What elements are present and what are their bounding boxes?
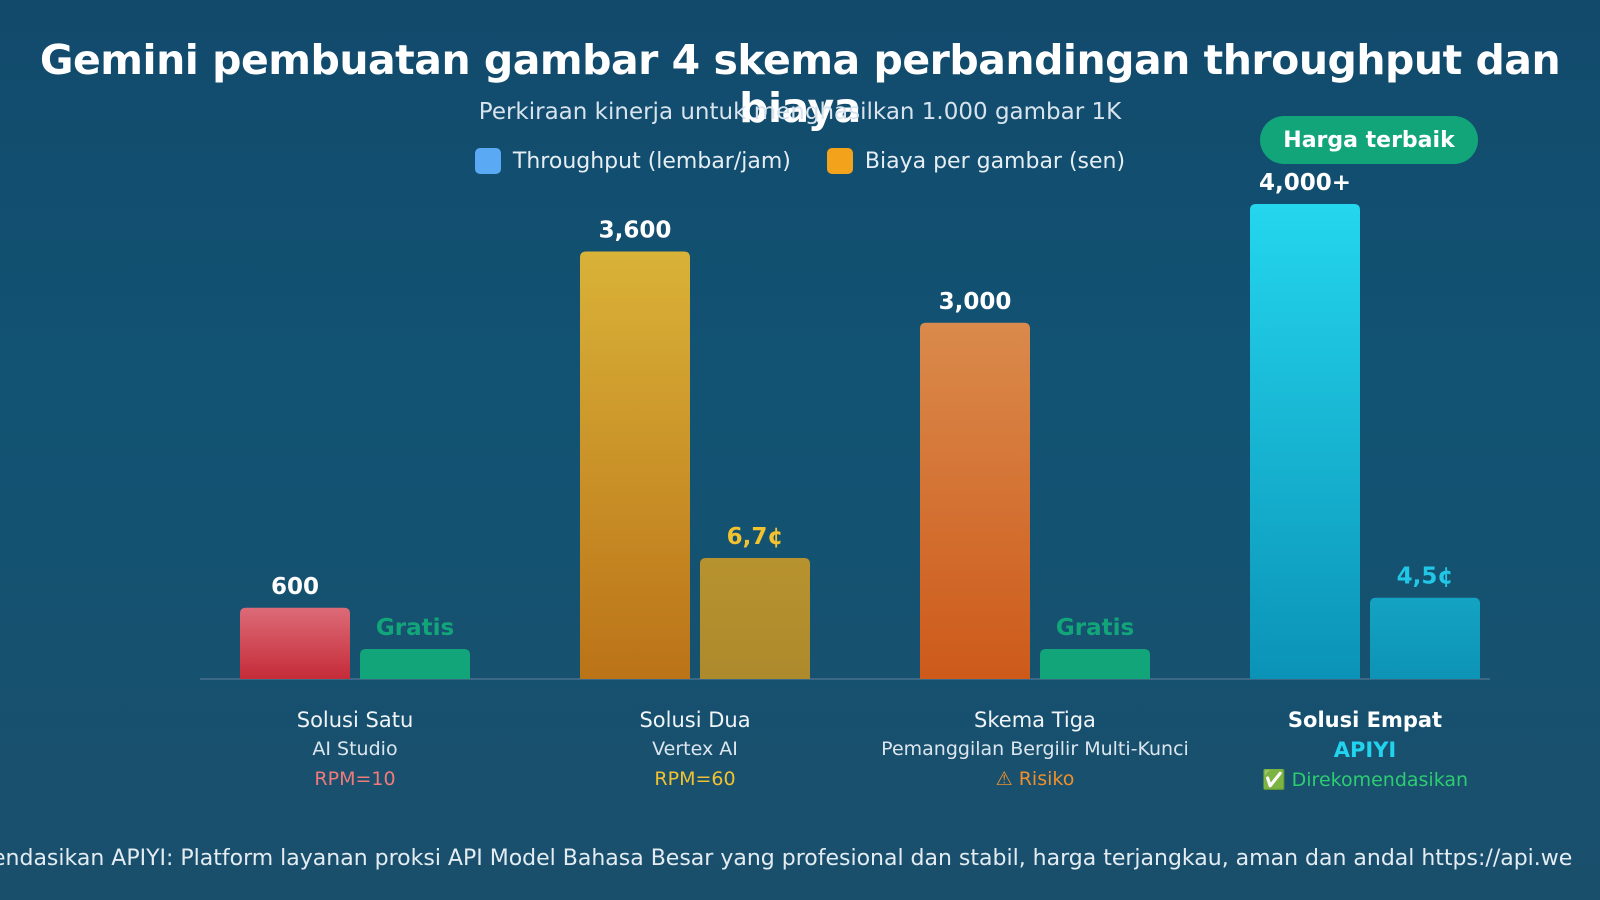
cost-value-label: Gratis: [376, 615, 454, 641]
category-platform: Vertex AI: [652, 738, 738, 760]
throughput-value-label: 3,000: [939, 289, 1012, 315]
category-platform: Pemanggilan Bergilir Multi-Kunci: [881, 738, 1189, 760]
category-label-group: Skema Tiga Pemanggilan Bergilir Multi-Kun…: [865, 708, 1205, 798]
category-note: ✅ Direkomendasikan: [1261, 769, 1469, 791]
cost-value-label: 6,7¢: [727, 524, 784, 550]
category-note: RPM=10: [314, 768, 396, 790]
chart-subtitle: Perkiraan kinerja untuk menghasilkan 1.0…: [478, 99, 1122, 125]
legend-item-cost: Biaya per gambar (sen): [826, 148, 1126, 174]
footer-banner: endasikan APIYI: Platform layanan proksi…: [0, 846, 1600, 871]
footer-text: endasikan APIYI: Platform layanan proksi…: [0, 846, 1573, 871]
legend-swatch-throughput: [474, 148, 501, 174]
legend: Throughput (lembar/jam) Biaya per gambar…: [0, 148, 1600, 174]
category-label-group: Solusi Empat APIYI ✅ Direkomendasikan: [1195, 708, 1535, 798]
category-name: Solusi Empat: [1287, 708, 1443, 732]
chart-title: Gemini pembuatan gambar 4 skema perbandi…: [39, 36, 1561, 132]
category-name: Solusi Satu: [296, 708, 414, 732]
cost-bar: [1370, 597, 1480, 679]
throughput-value-label: 3,600: [599, 218, 672, 244]
cost-bar: [700, 558, 810, 679]
cost-value-label: Gratis: [1056, 615, 1134, 641]
throughput-value-label: 4,000+: [1259, 170, 1351, 196]
cost-value-label: 4,5¢: [1397, 564, 1454, 590]
category-label-group: Solusi Satu AI Studio RPM=10: [185, 708, 525, 798]
best-price-badge: Harga terbaik: [1260, 116, 1478, 164]
legend-label-throughput: Throughput (lembar/jam): [512, 148, 791, 174]
throughput-bar: [1250, 204, 1360, 679]
throughput-bar: [240, 607, 350, 679]
category-note: RPM=60: [654, 768, 736, 790]
legend-swatch-cost: [826, 148, 853, 174]
cost-bar: [360, 649, 470, 679]
category-platform: AI Studio: [312, 738, 398, 760]
category-name: Solusi Dua: [639, 708, 751, 732]
category-label-group: Solusi Dua Vertex AI RPM=60: [525, 708, 865, 798]
throughput-bar: [920, 322, 1030, 679]
category-note: ⚠ Risiko: [995, 768, 1075, 790]
category-name: Skema Tiga: [974, 708, 1096, 732]
category-platform: APIYI: [1333, 738, 1397, 762]
throughput-bar: [580, 251, 690, 679]
legend-item-throughput: Throughput (lembar/jam): [474, 148, 791, 174]
throughput-value-label: 600: [271, 574, 319, 600]
cost-bar: [1040, 649, 1150, 679]
legend-label-cost: Biaya per gambar (sen): [864, 148, 1126, 174]
